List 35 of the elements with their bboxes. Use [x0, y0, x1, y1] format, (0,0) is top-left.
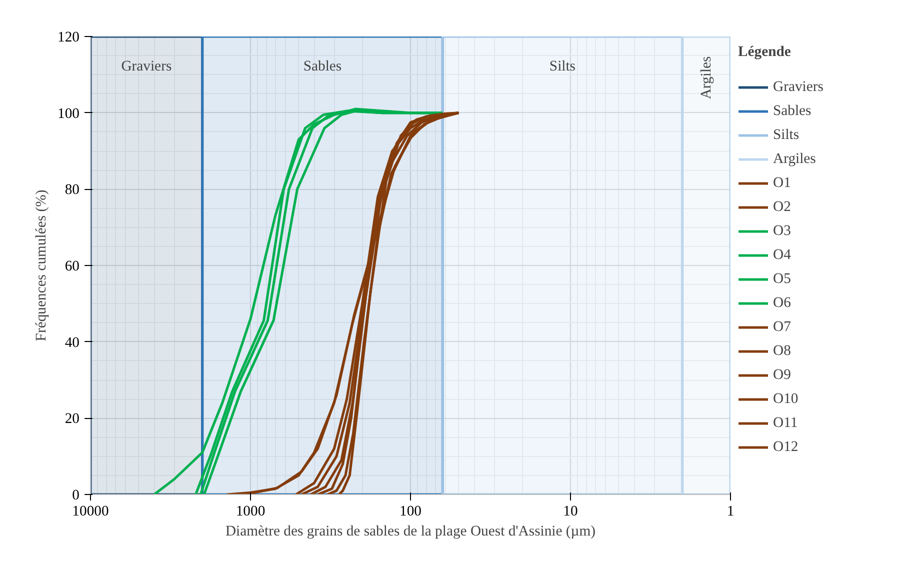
y-tick-label: 80 — [64, 182, 80, 198]
band-label: Argiles — [698, 56, 714, 100]
x-tick-label: 1 — [726, 504, 734, 520]
legend-label: O3 — [773, 222, 792, 240]
y-tick-label: 60 — [64, 258, 80, 274]
legend-label: O9 — [773, 366, 792, 384]
legend-label: O4 — [773, 246, 792, 264]
legend-label: O7 — [773, 318, 792, 336]
band-label: Sables — [303, 58, 342, 74]
text: Sables — [773, 102, 812, 118]
y-tick-label: 0 — [72, 488, 80, 504]
text: Silts — [773, 126, 800, 142]
legend-label: O10 — [773, 390, 798, 408]
legend-label: O1 — [773, 174, 792, 192]
x-axis-title: Diamètre des grains de sables de la plage Ouest d'Assinie (µm) — [225, 524, 596, 540]
y-tick-label: 20 — [64, 411, 80, 428]
y-tick-label: 120 — [58, 30, 80, 46]
y-tick-label: 100 — [58, 106, 80, 122]
x-tick-label: 1000 — [236, 504, 266, 520]
legend-label: O2 — [773, 198, 792, 216]
text: Graviers — [773, 78, 824, 94]
legend-label: O11 — [773, 414, 798, 432]
y-axis-title: Fréquences cumulées (%) — [34, 190, 50, 342]
legend-label: O8 — [773, 342, 792, 360]
y-tick-label: 40 — [64, 334, 80, 351]
x-tick-label: 10000 — [72, 504, 109, 520]
legend-title: Légende — [738, 44, 792, 61]
legend-label: O6 — [773, 294, 792, 312]
band-label: Graviers — [121, 58, 172, 74]
x-tick-label: 100 — [400, 504, 422, 520]
legend-label: O5 — [773, 270, 792, 288]
band-label: Silts — [549, 58, 576, 74]
text: Argiles — [773, 150, 816, 166]
legend-label: O12 — [773, 438, 798, 456]
x-tick-label: 10 — [563, 504, 578, 520]
